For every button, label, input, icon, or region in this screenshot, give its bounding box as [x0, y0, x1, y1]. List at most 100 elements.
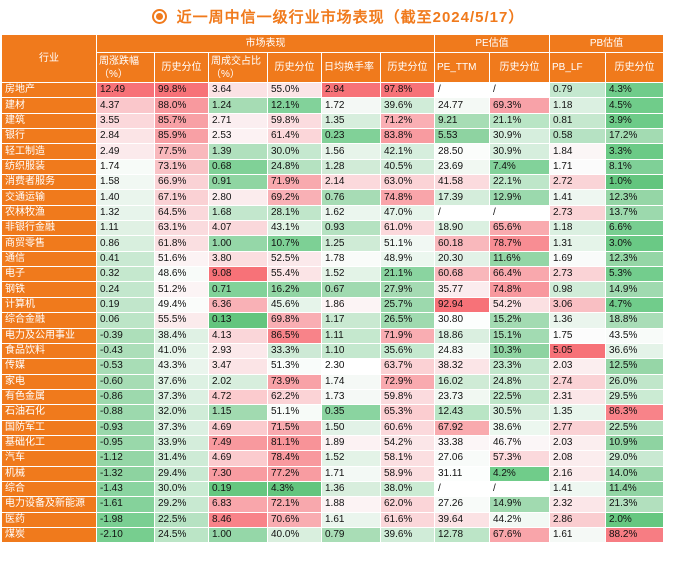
- value-cell: 86.3%: [605, 404, 664, 421]
- table-row: 基础化工 -0.95 33.9% 7.49 81.1% 1.89 54.2% 33.38 46.…: [1, 434, 664, 452]
- table-row: 建材 4.37 88.0% 1.24 12.1% 1.72 39.6% 24.77 69.3% 1…: [1, 97, 664, 114]
- value-cell: 21.1%: [380, 266, 435, 283]
- value-cell: -1.12: [96, 450, 155, 467]
- value-cell: 2.02: [208, 373, 268, 390]
- value-cell: 30.0%: [154, 480, 209, 498]
- value-cell: 55.0%: [267, 81, 322, 99]
- industry-name-cell: 消费者服务: [1, 174, 97, 191]
- value-cell: 1.72: [321, 97, 381, 114]
- value-cell: 4.72: [208, 388, 268, 406]
- value-cell: 12.43: [434, 404, 490, 421]
- value-cell: -0.53: [96, 358, 155, 375]
- value-cell: 1.84: [549, 143, 606, 160]
- value-cell: /: [489, 204, 550, 222]
- table-row: 银行 2.84 85.9% 2.53 61.4% 0.23 83.8% 5.53 30.9% 0.…: [1, 128, 664, 145]
- value-cell: 24.83: [434, 342, 490, 360]
- industry-name-cell: 钢铁: [1, 281, 97, 298]
- value-cell: 62.0%: [380, 496, 435, 513]
- value-cell: 55.4%: [267, 266, 322, 283]
- industry-table-container: 行业 市场表现 PE估值 PB估值 周涨跌幅（%） 历史分位 周成交占比（%） …: [1, 34, 664, 544]
- value-cell: 4.2%: [489, 465, 550, 482]
- value-cell: 21.1%: [489, 112, 550, 130]
- industry-name-cell: 电子: [1, 266, 97, 283]
- table-row: 轻工制造 2.49 77.5% 1.39 30.0% 1.56 42.1% 28.50 30.9…: [1, 143, 664, 160]
- value-cell: 1.52: [321, 450, 381, 467]
- industry-name-cell: 建筑: [1, 112, 97, 130]
- value-cell: 26.5%: [380, 312, 435, 329]
- value-cell: 0.98: [549, 281, 606, 298]
- value-cell: 8.46: [208, 511, 268, 528]
- value-cell: 48.9%: [380, 250, 435, 268]
- value-cell: 17.39: [434, 189, 490, 206]
- value-cell: 2.74: [549, 373, 606, 390]
- industry-name-cell: 通信: [1, 250, 97, 268]
- value-cell: -2.10: [96, 526, 155, 544]
- value-cell: 33.3%: [267, 342, 322, 360]
- value-cell: 1.35: [549, 404, 606, 421]
- value-cell: -0.88: [96, 404, 155, 421]
- value-cell: 69.3%: [489, 97, 550, 114]
- value-cell: 2.86: [549, 511, 606, 528]
- value-cell: 66.9%: [154, 174, 209, 191]
- value-cell: 2.0%: [605, 511, 664, 528]
- value-cell: 1.00: [208, 235, 268, 252]
- value-cell: 60.6%: [380, 419, 435, 436]
- table-row: 国防军工 -0.93 37.3% 4.69 71.5% 1.50 60.6% 67.92 38.…: [1, 419, 664, 436]
- value-cell: 1.18: [549, 220, 606, 237]
- table-row: 电子 0.32 48.6% 9.08 55.4% 1.52 21.1% 60.68 66.4% 2…: [1, 266, 664, 283]
- value-cell: 2.49: [96, 143, 155, 160]
- value-cell: 3.0%: [605, 235, 664, 252]
- value-cell: 1.69: [549, 250, 606, 268]
- value-cell: 1.56: [321, 143, 381, 160]
- value-cell: 21.3%: [605, 496, 664, 513]
- value-cell: 1.88: [321, 496, 381, 513]
- value-cell: 24.5%: [154, 526, 209, 544]
- value-cell: 37.3%: [154, 388, 209, 406]
- value-cell: 26.0%: [605, 373, 664, 390]
- table-row: 食品饮料 -0.43 41.0% 2.93 33.3% 1.10 35.6% 24.83 10.…: [1, 342, 664, 360]
- value-cell: 22.5%: [154, 511, 209, 528]
- industry-name-cell: 有色金属: [1, 388, 97, 406]
- value-cell: 29.4%: [154, 465, 209, 482]
- value-cell: 1.11: [321, 327, 381, 344]
- industry-name-cell: 银行: [1, 128, 97, 145]
- value-cell: 2.32: [549, 496, 606, 513]
- value-cell: -1.32: [96, 465, 155, 482]
- value-cell: 2.77: [549, 419, 606, 436]
- value-cell: 71.9%: [380, 327, 435, 344]
- value-cell: 74.8%: [489, 281, 550, 298]
- value-cell: 1.15: [208, 404, 268, 421]
- value-cell: 10.3%: [489, 342, 550, 360]
- industry-name-cell: 纺织服装: [1, 158, 97, 176]
- value-cell: 70.6%: [267, 511, 322, 528]
- value-cell: 33.9%: [154, 434, 209, 452]
- value-cell: 2.14: [321, 174, 381, 191]
- industry-name-cell: 电力设备及新能源: [1, 496, 97, 513]
- value-cell: 1.41: [549, 189, 606, 206]
- table-row: 有色金属 -0.86 37.3% 4.72 62.2% 1.73 59.8% 23.73 22.…: [1, 388, 664, 406]
- page-title: 近一周中信一级行业市场表现（截至2024/5/17）: [176, 8, 525, 26]
- table-row: 家电 -0.60 37.6% 2.02 73.9% 1.74 72.9% 16.02 24.8%…: [1, 373, 664, 390]
- value-cell: 77.2%: [267, 465, 322, 482]
- table-row: 传媒 -0.53 43.3% 3.47 51.3% 2.30 63.7% 38.32 23.3%…: [1, 358, 664, 375]
- header-col-pe-ttm: PE_TTM: [434, 52, 490, 83]
- table-row: 通信 0.41 51.6% 3.80 52.5% 1.78 48.9% 20.30 11.6% 1…: [1, 250, 664, 268]
- value-cell: 4.07: [208, 220, 268, 237]
- value-cell: 10.9%: [605, 434, 664, 452]
- value-cell: 9.08: [208, 266, 268, 283]
- value-cell: 88.2%: [605, 526, 664, 544]
- table-row: 煤炭 -2.10 24.5% 1.00 40.0% 0.79 39.6% 12.78 67.6%…: [1, 526, 664, 544]
- industry-name-cell: 计算机: [1, 296, 97, 314]
- value-cell: 1.78: [321, 250, 381, 268]
- value-cell: 3.47: [208, 358, 268, 375]
- value-cell: 69.2%: [267, 189, 322, 206]
- value-cell: 54.2%: [489, 296, 550, 314]
- value-cell: 1.61: [321, 511, 381, 528]
- value-cell: 0.79: [321, 526, 381, 544]
- value-cell: 0.67: [321, 281, 381, 298]
- industry-name-cell: 建材: [1, 97, 97, 114]
- value-cell: 15.1%: [489, 327, 550, 344]
- value-cell: 2.71: [208, 112, 268, 130]
- value-cell: 1.58: [96, 174, 155, 191]
- value-cell: 12.3%: [605, 189, 664, 206]
